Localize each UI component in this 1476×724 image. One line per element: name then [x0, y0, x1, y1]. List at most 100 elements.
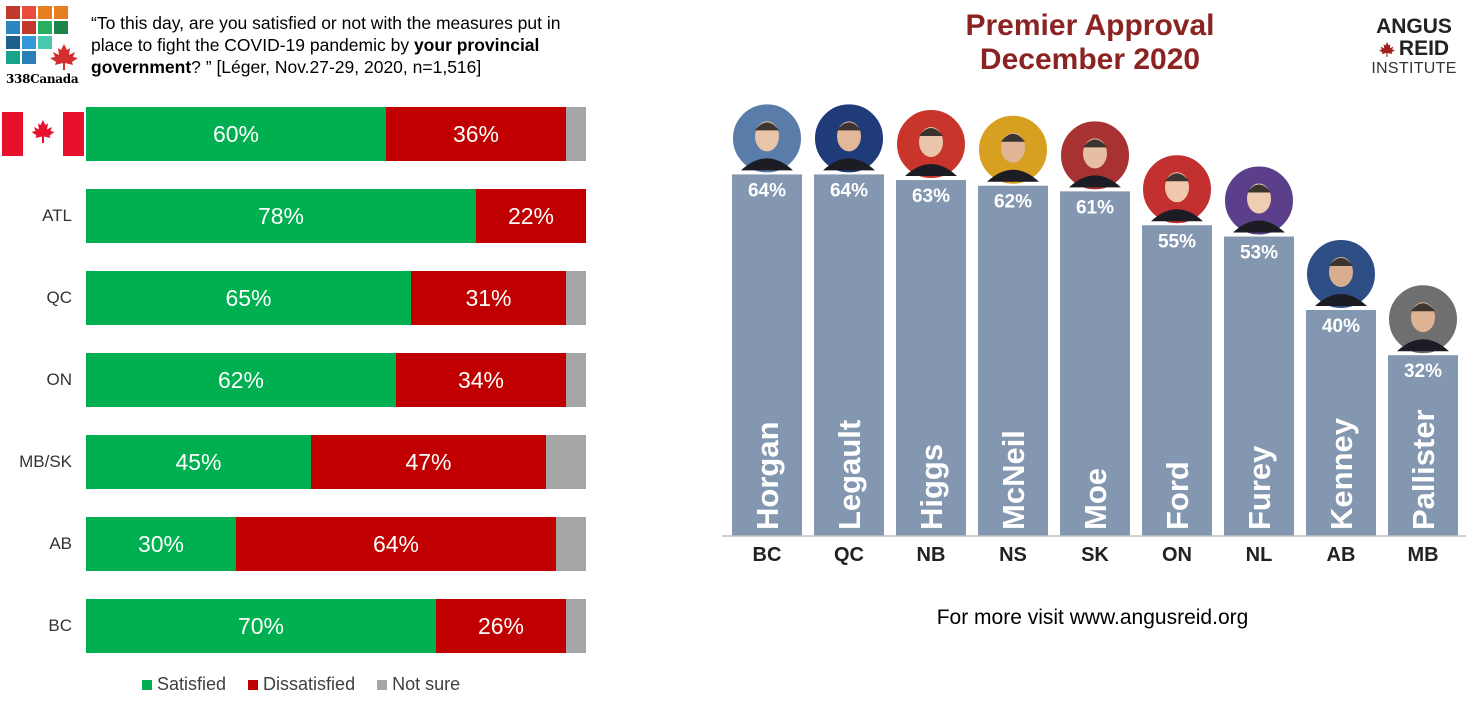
approval-bar [1306, 310, 1376, 536]
bar-segment-satisfied: 65% [86, 271, 411, 325]
premier-name-label: Horgan [750, 422, 785, 531]
data-label: 70% [237, 612, 285, 639]
portrait-suit [905, 164, 957, 177]
premier-approval-panel: Premier Approval December 2020 ANGUS REI… [700, 0, 1476, 724]
portrait-hair [1329, 258, 1353, 266]
satisfaction-panel: 338Canada “To this day, are you satisfie… [0, 0, 600, 724]
premier-portrait [1059, 119, 1131, 192]
portrait-hair [1001, 133, 1025, 142]
bar-row: 78% 22% [86, 189, 586, 243]
data-label: 30% [137, 530, 185, 557]
premier-portrait [1387, 283, 1459, 356]
premier-name-label: Legault [832, 420, 867, 530]
premier-portrait [895, 108, 967, 181]
data-label: 64% [748, 180, 786, 201]
bar-segment-dissatisfied: 47% [311, 435, 546, 489]
legend-swatch-not-sure [377, 679, 388, 690]
bar-segment-dissatisfied: 64% [236, 517, 556, 571]
data-label: 65% [225, 284, 272, 311]
premier-name-label: Moe [1078, 468, 1113, 530]
x-tick-label: NS [999, 544, 1027, 566]
portrait-suit [1151, 209, 1203, 222]
premier-portrait [1141, 153, 1213, 226]
x-tick-label: ON [1162, 544, 1192, 566]
maple-leaf-icon [50, 44, 78, 70]
bar-row: 30% 64% [86, 517, 586, 571]
angus-reid-logo: ANGUS REID INSTITUTE [1371, 15, 1457, 78]
data-label: 40% [1322, 316, 1360, 337]
bar-row: 70% 26% [86, 599, 586, 653]
question-emphasis: your provincial government [91, 35, 540, 77]
bar-segment-satisfied: 62% [86, 353, 396, 407]
data-label: 36% [452, 120, 500, 147]
premier-portrait [1223, 164, 1295, 237]
data-label: 55% [1158, 231, 1196, 252]
premier-name-label: McNeil [996, 430, 1031, 530]
approval-bar [1388, 355, 1458, 536]
bar-segment-satisfied: 70% [86, 599, 436, 653]
premier-portrait [731, 102, 803, 175]
chart-title: Premier Approval December 2020 [940, 9, 1240, 77]
data-label: 63% [912, 186, 950, 207]
premier-name-label: Kenney [1324, 417, 1359, 530]
legend-item-not-sure: Not sure [377, 674, 460, 695]
row-label-atl: ATL [42, 206, 72, 225]
data-label: 64% [372, 530, 420, 557]
row-label-bc: BC [48, 616, 72, 635]
legend-item-dissatisfied: Dissatisfied [248, 674, 355, 695]
approval-bar [1224, 236, 1294, 537]
approval-chart: 64% Horgan BC 64% Legault QC 63% Higgs NB 62% McNe… [722, 102, 1466, 566]
bar-segment-dissatisfied: 34% [396, 353, 566, 407]
data-label: 53% [1240, 243, 1278, 264]
premier-portrait [1305, 238, 1377, 310]
premier-portrait [977, 113, 1049, 186]
row-label-mb-sk: MB/SK [19, 452, 72, 471]
x-tick-label: MB [1407, 544, 1438, 566]
bar-segment-not-sure [566, 599, 586, 653]
portrait-suit [741, 158, 793, 171]
data-label: 31% [465, 284, 512, 311]
bar-row: 45% 47% [86, 435, 586, 489]
x-tick-label: SK [1081, 544, 1109, 566]
portrait-hair [1083, 139, 1107, 148]
row-label-qc: QC [46, 288, 73, 307]
data-label: 32% [1404, 361, 1442, 382]
portrait-hair [837, 122, 861, 131]
data-label: 60% [212, 120, 260, 147]
row-label-ab: AB [49, 534, 72, 553]
data-label: 64% [830, 180, 868, 201]
premier-name-label: Higgs [914, 444, 949, 530]
data-label: 22% [507, 202, 555, 229]
portrait-hair [1247, 184, 1271, 193]
premier-name-label: Ford [1160, 461, 1195, 530]
legend-item-satisfied: Satisfied [142, 674, 226, 695]
bar-segment-satisfied: 60% [86, 107, 386, 161]
data-label: 61% [1076, 197, 1114, 218]
portrait-suit [987, 169, 1039, 182]
premier-name-label: Pallister [1406, 409, 1441, 530]
approval-bar [732, 174, 802, 536]
portrait-hair [755, 122, 779, 131]
data-label: 34% [457, 366, 505, 393]
legend: Satisfied Dissatisfied Not sure [142, 674, 482, 695]
bar-segment-not-sure [546, 435, 586, 489]
portrait-hair [1165, 173, 1189, 182]
bar-segment-dissatisfied: 22% [476, 189, 586, 243]
x-tick-label: AB [1327, 544, 1356, 566]
data-label: 78% [257, 202, 305, 229]
x-tick-label: NB [917, 544, 946, 566]
approval-bar [978, 185, 1048, 536]
title-line-1: Premier Approval [965, 9, 1215, 42]
approval-bar [814, 174, 884, 536]
approval-bar [1142, 225, 1212, 536]
bar-segment-not-sure [556, 517, 586, 571]
approval-bar [1060, 191, 1130, 536]
portrait-suit [1069, 175, 1121, 188]
portrait-suit [1397, 339, 1449, 352]
data-label: 26% [477, 612, 525, 639]
legend-swatch-dissatisfied [248, 679, 259, 690]
portrait-hair [1411, 303, 1435, 312]
approval-bar [896, 180, 966, 537]
data-label: 45% [175, 448, 222, 475]
portrait-suit [823, 158, 875, 171]
